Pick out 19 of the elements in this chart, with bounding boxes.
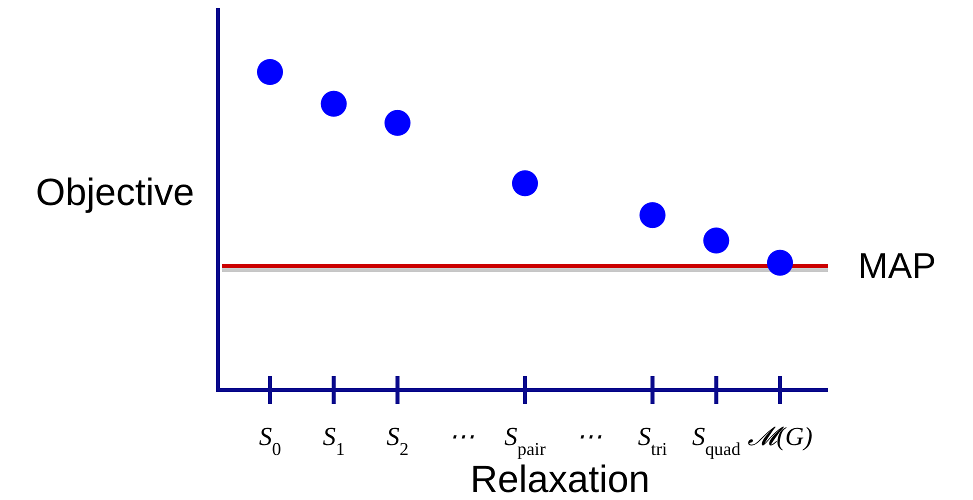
point — [767, 250, 793, 276]
x-tick-label: ⋯ — [576, 422, 602, 451]
point — [320, 90, 347, 117]
x-tick-label: S$_{2}$ — [386, 422, 409, 459]
point — [257, 59, 283, 85]
point — [640, 202, 666, 228]
x-tick-label: S$_{pair}$ — [504, 422, 546, 459]
point — [703, 228, 730, 254]
x-tick-label: S$_{tri}$ — [638, 422, 668, 459]
x-tick-label: S$_{1}$ — [322, 422, 345, 459]
y-axis-title: Objective — [36, 172, 194, 214]
x-tick-label: 𝓜(G) — [747, 422, 813, 451]
x-axis-title: Relaxation — [470, 459, 650, 500]
x-tick-label: S$_{quad}$ — [692, 422, 740, 459]
x-tick-label: S$_{0}$ — [258, 422, 282, 459]
point — [512, 170, 538, 196]
point — [384, 110, 410, 136]
x-tick-label: ⋯ — [448, 422, 474, 451]
ref-line-label: MAP — [858, 244, 936, 286]
